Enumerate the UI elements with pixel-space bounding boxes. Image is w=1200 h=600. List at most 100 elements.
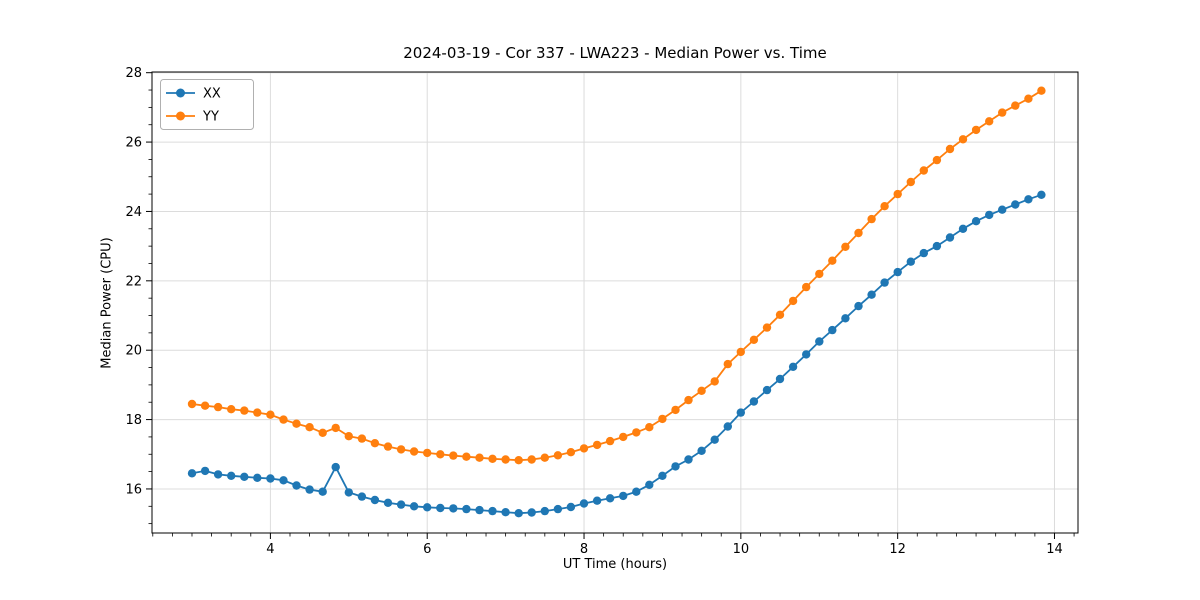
y-tick-label: 24 [125, 205, 142, 220]
data-point [710, 377, 719, 386]
series-line [191, 89, 1042, 462]
data-point [318, 428, 327, 437]
data-point [919, 248, 928, 258]
data-point [409, 502, 419, 511]
data-point [736, 347, 745, 357]
data-point [605, 494, 615, 503]
data-point [436, 503, 445, 513]
data-point [632, 487, 641, 496]
data-point [632, 428, 641, 437]
data-point [932, 241, 942, 251]
data-point [762, 385, 772, 395]
data-point [200, 466, 210, 476]
data-point [331, 462, 340, 472]
data-point [998, 205, 1007, 214]
data-point [240, 406, 249, 415]
data-point [501, 455, 510, 464]
data-point [449, 451, 458, 460]
data-point [945, 233, 955, 242]
y-tick-label: 16 [125, 482, 142, 497]
data-point [867, 214, 876, 224]
data-point [749, 397, 759, 406]
x-tick-label: 14 [1046, 542, 1063, 557]
data-point [658, 471, 667, 480]
data-point [1024, 195, 1033, 204]
data-point [383, 498, 393, 507]
data-point [1011, 101, 1020, 110]
data-point [396, 500, 406, 509]
data-point [697, 446, 706, 455]
data-point [684, 395, 693, 405]
legend-marker [176, 88, 185, 98]
data-point [1024, 94, 1033, 103]
data-point [841, 314, 850, 323]
data-point [775, 374, 785, 384]
x-tick-label: 4 [266, 542, 274, 557]
data-point [292, 481, 301, 490]
data-point [253, 473, 262, 482]
data-point [671, 462, 680, 471]
data-point [449, 504, 458, 513]
legend-marker [176, 111, 185, 121]
data-point [396, 445, 406, 454]
data-point [514, 456, 523, 465]
data-point [854, 301, 863, 311]
data-point [488, 506, 497, 516]
data-point [370, 495, 380, 505]
spines [151, 71, 1079, 534]
data-point [880, 278, 889, 287]
data-point [893, 189, 902, 199]
data-point [854, 228, 863, 238]
data-point [815, 337, 824, 346]
data-point [1037, 86, 1046, 95]
data-point [802, 350, 811, 359]
chart-title: 2024-03-19 - Cor 337 - LWA223 - Median P… [403, 44, 827, 62]
data-point [240, 472, 249, 481]
plot-border [151, 71, 1079, 534]
x-tick-label: 6 [423, 542, 431, 557]
data-point [423, 448, 432, 458]
data-point [527, 508, 536, 517]
data-point [945, 144, 955, 154]
data-point [200, 401, 210, 410]
data-point [749, 335, 759, 344]
data-point [409, 447, 419, 456]
data-point [985, 210, 994, 220]
data-point [227, 471, 236, 480]
data-point [893, 267, 902, 277]
data-point [553, 504, 563, 514]
series-yy [187, 86, 1046, 465]
data-point [514, 509, 523, 518]
minor-ticks [148, 89, 1075, 537]
legend-label-xx: XX [203, 87, 221, 102]
data-point [566, 502, 576, 512]
data-point [841, 242, 850, 251]
data-point [344, 432, 353, 441]
data-point [906, 177, 915, 187]
data-point [318, 487, 327, 496]
x-tick-label: 8 [580, 542, 588, 557]
data-point [1011, 200, 1020, 209]
data-point [932, 155, 942, 165]
data-point [867, 290, 876, 299]
data-point [305, 485, 314, 494]
data-point [762, 323, 772, 332]
data-point [279, 415, 288, 424]
y-tick-label: 18 [125, 413, 142, 428]
data-point [723, 422, 732, 431]
data-point [436, 450, 445, 459]
data-point [723, 359, 732, 369]
data-point [815, 269, 824, 279]
series-line [191, 193, 1042, 515]
data-point [736, 408, 745, 417]
data-point [331, 423, 340, 433]
data-point [423, 503, 432, 512]
data-point [880, 202, 889, 211]
data-point [501, 508, 510, 517]
data-point [279, 476, 288, 485]
data-point [292, 419, 301, 428]
data-point [540, 506, 549, 516]
series-xx [187, 190, 1046, 518]
data-point [802, 282, 811, 292]
